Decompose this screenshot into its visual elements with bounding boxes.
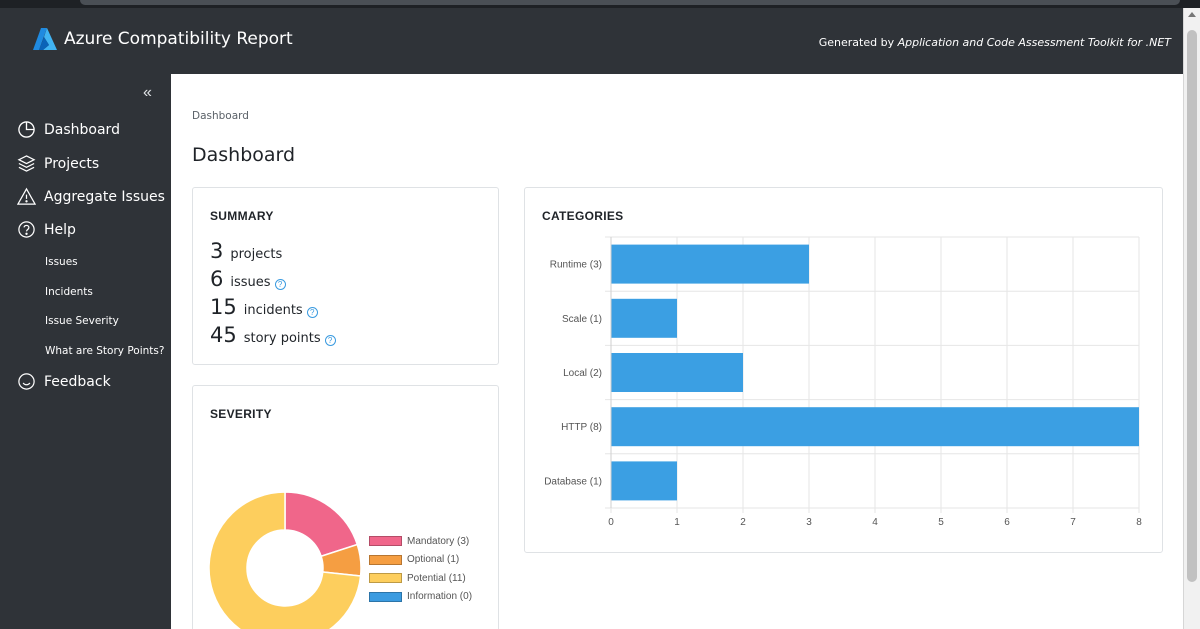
sidebar-subitem-incidents[interactable]: Incidents xyxy=(45,286,93,298)
app-title: Azure Compatibility Report xyxy=(64,29,293,49)
address-bar[interactable] xyxy=(80,0,1180,5)
sidebar-subitem-issues[interactable]: Issues xyxy=(45,256,78,268)
legend-item[interactable]: Mandatory (3) xyxy=(369,532,472,551)
legend-label: Potential (11) xyxy=(407,572,466,584)
categories-bar-chart: 0 1 2 3 4 5 6 7 8 Runtime (3) Scale (1) Local (2) HT… xyxy=(544,236,1142,528)
generated-by-text: Generated by Application and Code Assess… xyxy=(819,36,1171,49)
generated-prefix: Generated by xyxy=(818,36,898,49)
issues-help-icon[interactable]: ? xyxy=(274,279,286,290)
generated-tool: Application and Code Assessment Toolkit … xyxy=(897,36,1171,49)
y-category-label: Runtime (3) xyxy=(550,260,602,271)
sidebar-item-label: Feedback xyxy=(44,373,111,390)
story-points-help-icon[interactable]: ? xyxy=(324,335,336,346)
sidebar-item-feedback[interactable]: Feedback xyxy=(17,372,111,391)
legend-item[interactable]: Optional (1) xyxy=(369,551,472,570)
sidebar-item-aggregate-issues[interactable]: Aggregate Issues xyxy=(17,187,165,206)
summary-card: SUMMARY 3 projects 6 issues ? 15 inciden… xyxy=(192,187,499,365)
y-category-label: HTTP (8) xyxy=(561,422,602,433)
x-tick-label: 3 xyxy=(806,517,812,528)
warning-icon xyxy=(17,187,36,205)
sidebar-item-help[interactable]: Help xyxy=(17,220,76,239)
donut-slice-0[interactable] xyxy=(284,492,359,558)
sidebar-item-label: Help xyxy=(44,221,76,238)
x-tick-label: 6 xyxy=(1004,517,1010,528)
donut-slice-2[interactable] xyxy=(209,492,361,629)
projects-count: 3 xyxy=(210,239,224,263)
legend-item[interactable]: Information (0) xyxy=(369,588,472,607)
category-bar[interactable] xyxy=(611,353,743,392)
collapse-sidebar-icon[interactable]: « xyxy=(143,84,152,101)
sidebar-subitem-story-points[interactable]: What are Story Points? xyxy=(45,345,165,357)
severity-card: SEVERITY Mandatory (3) Optional (1) Potent… xyxy=(192,385,499,629)
page-title: Dashboard xyxy=(192,144,296,166)
page-scrollbar[interactable] xyxy=(1183,8,1200,629)
legend-swatch xyxy=(369,591,402,602)
y-category-label: Scale (1) xyxy=(562,314,602,325)
sidebar-item-label: Projects xyxy=(44,155,100,172)
legend-label: Optional (1) xyxy=(407,554,460,566)
smiley-icon xyxy=(18,373,35,390)
browser-top-strip xyxy=(0,0,1200,8)
sidebar-item-dashboard[interactable]: Dashboard xyxy=(17,120,120,139)
category-bar[interactable] xyxy=(611,244,809,284)
projects-label: projects xyxy=(230,247,283,262)
summary-row-issues: 6 issues ? xyxy=(210,267,286,291)
app-header: Azure Compatibility Report Generated by … xyxy=(0,8,1183,74)
question-icon xyxy=(18,221,35,238)
sidebar-item-projects[interactable]: Projects xyxy=(17,154,99,173)
main-content: Dashboard Dashboard SUMMARY 3 projects 6… xyxy=(171,74,1183,629)
incidents-count: 15 xyxy=(210,295,237,319)
legend-item[interactable]: Potential (11) xyxy=(369,569,472,588)
issues-count: 6 xyxy=(210,267,224,291)
incidents-label: incidents xyxy=(243,303,303,318)
summary-title: SUMMARY xyxy=(210,209,274,223)
azure-logo-icon xyxy=(33,28,57,50)
severity-donut-chart xyxy=(209,492,361,629)
legend-label: Information (0) xyxy=(407,591,473,603)
legend-swatch xyxy=(369,573,402,584)
legend-label: Mandatory (3) xyxy=(407,535,470,547)
incidents-help-icon[interactable]: ? xyxy=(306,307,318,318)
issues-label: issues xyxy=(230,275,271,290)
categories-title: CATEGORIES xyxy=(542,209,624,223)
x-tick-label: 7 xyxy=(1070,517,1076,528)
sidebar-subitem-issue-severity[interactable]: Issue Severity xyxy=(45,315,119,327)
sidebar: « Dashboard Projects Aggregate Issues He… xyxy=(0,74,171,629)
scroll-up-arrow-icon[interactable] xyxy=(1188,12,1196,17)
summary-row-projects: 3 projects xyxy=(210,239,282,263)
categories-card: CATEGORIES 0 1 2 3 4 5 6 7 8 Runtime (3) Scale (1)… xyxy=(524,187,1163,553)
brand[interactable]: Azure Compatibility Report xyxy=(32,26,293,52)
x-tick-label: 1 xyxy=(674,517,680,528)
layers-icon xyxy=(17,155,36,172)
legend-swatch xyxy=(369,536,402,547)
x-tick-label: 4 xyxy=(872,517,878,528)
y-category-label: Local (2) xyxy=(563,368,602,379)
x-tick-label: 5 xyxy=(938,517,944,528)
x-tick-label: 2 xyxy=(740,517,746,528)
story-points-label: story points xyxy=(243,331,321,346)
category-bar[interactable] xyxy=(611,298,677,338)
story-points-count: 45 xyxy=(210,323,237,347)
pie-chart-icon xyxy=(18,121,35,138)
sidebar-item-label: Dashboard xyxy=(44,121,120,138)
severity-legend: Mandatory (3) Optional (1) Potential (11) I… xyxy=(369,532,472,606)
y-category-label: Database (1) xyxy=(544,476,602,487)
summary-row-incidents: 15 incidents ? xyxy=(210,295,318,319)
category-bar[interactable] xyxy=(611,407,1139,447)
sidebar-item-label: Aggregate Issues xyxy=(44,188,165,205)
severity-title: SEVERITY xyxy=(210,407,272,421)
x-tick-label: 0 xyxy=(608,517,614,528)
scrollbar-thumb[interactable] xyxy=(1187,30,1197,582)
x-tick-label: 8 xyxy=(1136,517,1142,528)
legend-swatch xyxy=(369,554,402,565)
category-bar[interactable] xyxy=(611,461,677,501)
breadcrumb[interactable]: Dashboard xyxy=(192,110,249,122)
summary-row-story-points: 45 story points ? xyxy=(210,323,336,347)
